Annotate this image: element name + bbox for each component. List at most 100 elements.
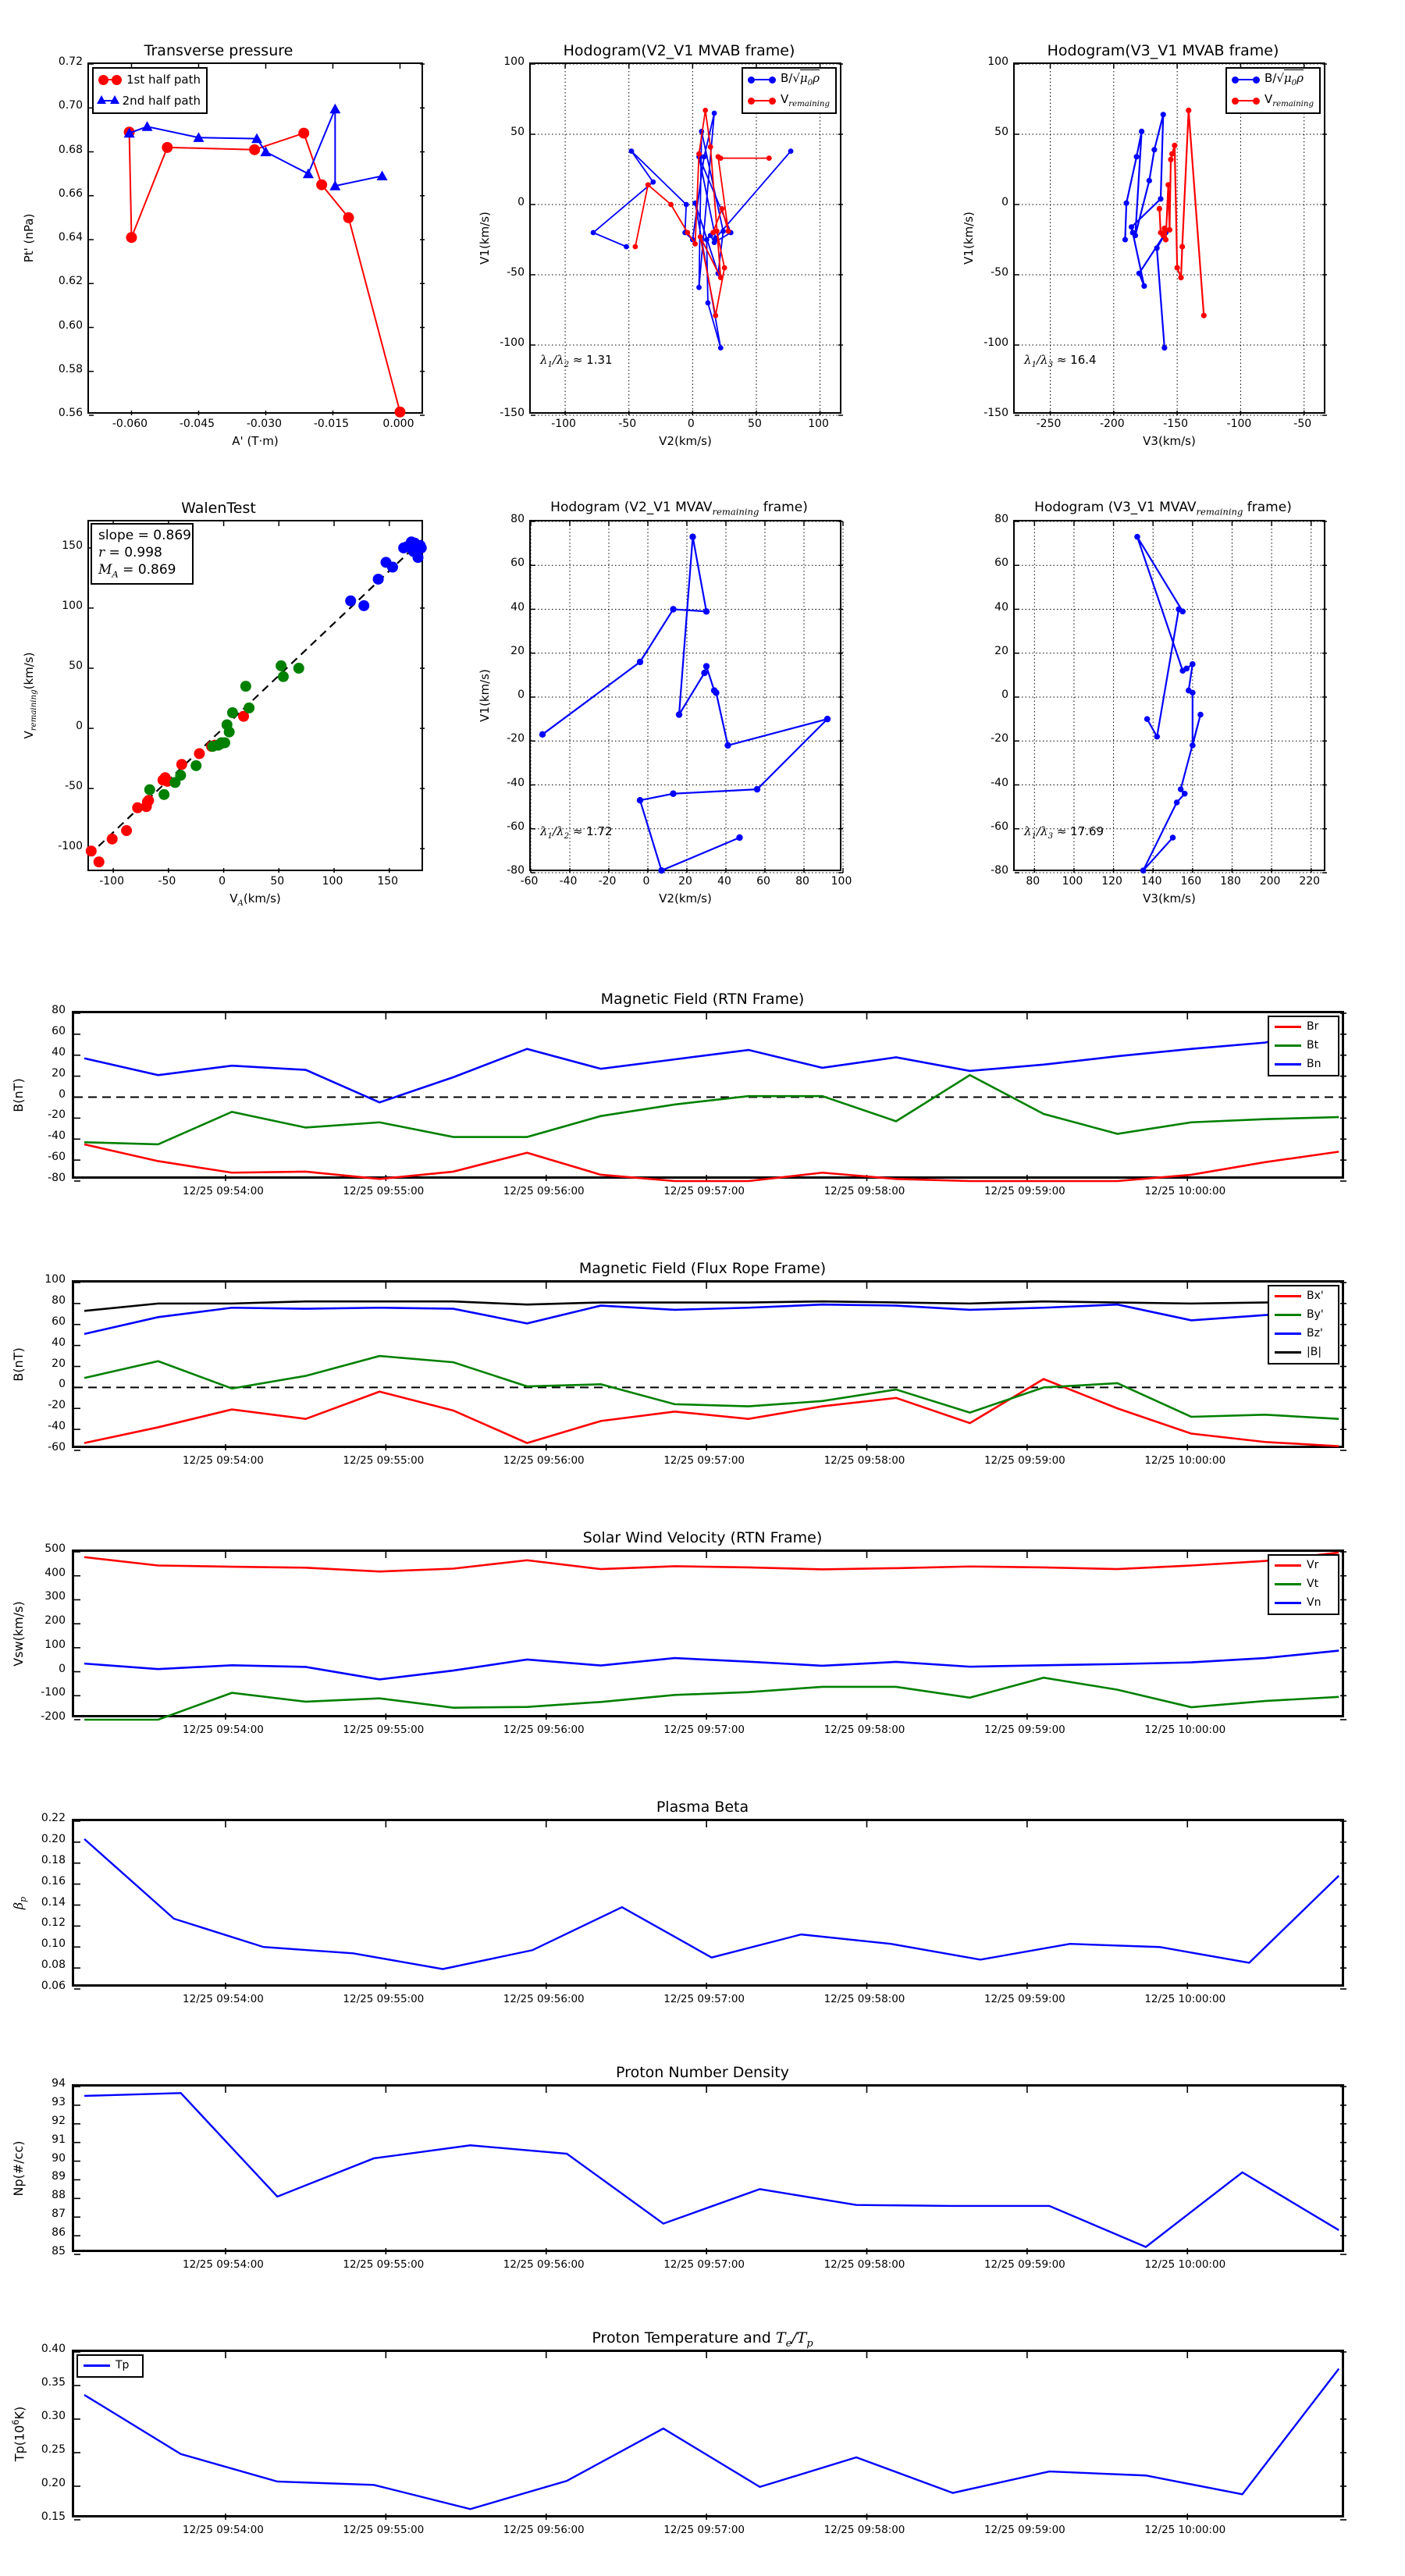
y-tick-label: 100 — [44, 1273, 66, 1286]
time-tick-label: 12/25 10:00:00 — [1144, 1993, 1226, 2005]
walen-test-panel: WalenTest -100 -50 0 50 100 150 -100 -50 0 50 100 15… — [0, 468, 437, 908]
x-tick-label: 100 — [322, 875, 343, 888]
legend-label: Vt — [1307, 1578, 1319, 1590]
time-tick-label: 12/25 09:57:00 — [663, 1724, 745, 1736]
x-tick-label: -0.045 — [179, 418, 215, 430]
x-tick-label: 80 — [1026, 875, 1040, 888]
y-tick-label: -20 — [507, 732, 525, 745]
walen-r: r = 0.998 — [98, 544, 162, 560]
x-tick-label: -60 — [520, 875, 539, 888]
y-tick-label: 0.30 — [41, 2410, 66, 2422]
y-axis-label: V1(km/s) — [962, 212, 976, 265]
x-tick-label: -50 — [158, 875, 176, 888]
hodogram-v2v1-mvav-panel: Hodogram (V2_V1 MVAVremaining frame) -60-… — [437, 468, 921, 906]
y-tick-label: 50 — [69, 660, 83, 672]
y-tick-label: -100 — [500, 336, 525, 349]
x-axis-label: V3(km/s) — [1143, 891, 1196, 906]
y-tick-label: -40 — [991, 776, 1008, 789]
legend: Bx' By' Bz' |B| — [1268, 1285, 1339, 1364]
time-tick-label: 12/25 09:57:00 — [663, 1454, 745, 1467]
x-axis-label: A' (T·m) — [232, 434, 279, 448]
walen-test-panel-title: WalenTest — [181, 500, 256, 517]
time-tick-label: 12/25 09:56:00 — [503, 2524, 585, 2536]
hodogram-v2v1-mvab-panel-title: Hodogram(V2_V1 MVAB frame) — [563, 42, 795, 59]
magnetic-field-rtn-panel: Magnetic Field (RTN Frame) -80 -60 -40 -20 0 2… — [0, 980, 1405, 1229]
hodogram-v3v1-mvav-panel: Hodogram (V3_V1 MVAVremaining frame) 80 10… — [921, 468, 1405, 906]
legend-label: By' — [1307, 1308, 1324, 1321]
legend-marker — [109, 94, 119, 104]
y-tick-label: 0.66 — [58, 187, 83, 200]
y-tick-label: 40 — [52, 1045, 66, 1059]
legend-line-swatch — [98, 75, 122, 85]
time-tick-label: 12/25 10:00:00 — [1144, 1454, 1226, 1467]
y-tick-label: -20 — [991, 732, 1008, 745]
hodogram-v3v1-mvab-panel-plot-area — [1013, 62, 1327, 416]
y-tick-label: -60 — [48, 1441, 66, 1453]
time-tick-label: 12/25 09:57:00 — [663, 1993, 745, 2005]
walen-point-green — [144, 784, 155, 795]
solar-wind-velocity-panel: Solar Wind Velocity (RTN Frame) -200 -100 0… — [0, 1518, 1405, 1768]
y-tick-label: -20 — [48, 1108, 66, 1122]
walen-point-red — [238, 710, 250, 722]
x-tick-label: 50 — [748, 418, 762, 430]
legend: B/√μ0ρ Vremaining — [742, 67, 837, 114]
time-tick-label: 12/25 10:00:00 — [1144, 1724, 1226, 1736]
y-tick-label: 0.14 — [41, 1895, 66, 1909]
x-tick-label: -20 — [598, 875, 617, 888]
y-tick-label: 0.12 — [41, 1916, 66, 1930]
y-tick-label: -60 — [48, 1151, 66, 1164]
y-tick-label: 87 — [52, 2208, 66, 2221]
walen-point-blue — [345, 595, 357, 607]
y-axis-label: V1(km/s) — [478, 669, 492, 722]
x-tick-label: -50 — [1293, 418, 1312, 430]
solar-wind-velocity-panel-plot-area — [72, 1550, 1346, 1721]
magnetic-field-fluxrope-panel-plot-area — [72, 1280, 1346, 1451]
time-tick-label: 12/25 09:55:00 — [343, 2258, 425, 2271]
time-tick-label: 12/25 09:58:00 — [823, 1993, 905, 2005]
time-tick-label: 12/25 09:55:00 — [343, 1454, 425, 1467]
legend-line-swatch — [1275, 1025, 1301, 1028]
legend: Br Bt Bn — [1268, 1016, 1339, 1076]
y-tick-label: 0.18 — [41, 1853, 66, 1866]
y-tick-label: 93 — [52, 2095, 66, 2108]
y-axis-label: Vsw(km/s) — [11, 1600, 26, 1667]
x-tick-label: 20 — [678, 875, 692, 888]
time-tick-label: 12/25 09:58:00 — [823, 2258, 905, 2271]
hodogram-v3v1-mvab-panel: Hodogram(V3_V1 MVAB frame) -250 -200 -150 -1… — [921, 6, 1405, 448]
y-tick-label: 0.15 — [41, 2510, 66, 2523]
y-tick-label: -60 — [991, 820, 1008, 833]
y-tick-label: 200 — [44, 1614, 66, 1628]
y-axis-label: Tp(106K) — [11, 2406, 27, 2461]
legend-line-swatch — [97, 94, 119, 104]
legend-line-swatch — [1275, 1044, 1301, 1047]
time-tick-label: 12/25 09:59:00 — [984, 2258, 1065, 2271]
time-tick-label: 12/25 10:00:00 — [1144, 1185, 1226, 1197]
magnetic-field-fluxrope-panel-title: Magnetic Field (Flux Rope Frame) — [578, 1260, 827, 1277]
time-tick-label: 12/25 09:55:00 — [343, 1185, 425, 1197]
legend-entry: Bz' — [1269, 1324, 1338, 1343]
y-tick-label: 40 — [52, 1336, 66, 1349]
y-tick-label: 85 — [52, 2245, 66, 2258]
legend-line-swatch — [1275, 1582, 1301, 1585]
y-tick-label: 0 — [1001, 196, 1008, 208]
walen-point-green — [293, 663, 304, 674]
x-tick-label: 100 — [808, 418, 829, 430]
time-tick-label: 12/25 09:58:00 — [823, 2524, 905, 2536]
y-tick-label: 80 — [994, 513, 1008, 525]
legend: B/√μ0ρ Vremaining — [1225, 67, 1321, 114]
time-tick-label: 12/25 09:54:00 — [183, 1993, 264, 2005]
walen-point-blue — [372, 573, 384, 585]
y-tick-label: -100 — [41, 1686, 66, 1699]
x-axis-label: V2(km/s) — [659, 891, 712, 906]
legend-label: Vremaining — [780, 92, 830, 109]
y-tick-label: 0 — [59, 1662, 66, 1675]
y-tick-label: 88 — [52, 2189, 66, 2202]
time-tick-label: 12/25 10:00:00 — [1144, 2258, 1226, 2271]
time-tick-label: 12/25 09:56:00 — [503, 1185, 585, 1197]
y-axis-label: Vremaining(km/s) — [22, 652, 38, 739]
y-axis-label: B(nT) — [11, 1077, 26, 1112]
y-tick-label: 40 — [510, 600, 525, 614]
walen-point-green — [175, 770, 187, 781]
time-tick-label: 12/25 09:57:00 — [663, 1185, 745, 1197]
